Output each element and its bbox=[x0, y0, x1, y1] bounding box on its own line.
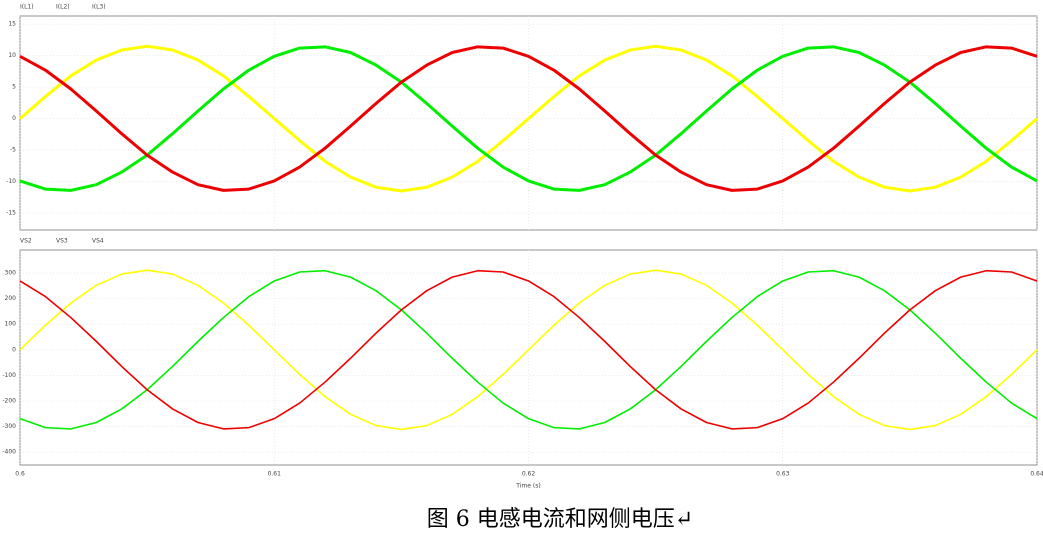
y-tick-label: 300 bbox=[5, 270, 17, 277]
data-line bbox=[19, 44, 1038, 193]
y-tick-label: 200 bbox=[5, 295, 17, 302]
data-line bbox=[19, 45, 1038, 192]
y-tick-label: 0 bbox=[12, 346, 16, 353]
legend-label: I(L1) bbox=[20, 4, 34, 11]
x-tick-label: 0.62 bbox=[522, 471, 536, 478]
x-tick-label: 0.64 bbox=[1030, 471, 1043, 478]
x-tick-label: 0.61 bbox=[268, 471, 282, 478]
x-axis-label: Time (s) bbox=[515, 483, 540, 490]
data-line bbox=[19, 269, 1038, 430]
y-tick-label: -300 bbox=[2, 423, 16, 430]
x-tick-label: 0.6 bbox=[15, 471, 25, 478]
x-tick-label: 0.63 bbox=[776, 471, 790, 478]
y-tick-label: 5 bbox=[12, 84, 16, 91]
y-tick-label: 100 bbox=[5, 321, 17, 328]
y-tick-label: -100 bbox=[2, 372, 16, 379]
y-tick-label: 15 bbox=[8, 21, 16, 28]
legend-label: VS3 bbox=[56, 238, 68, 245]
legend-label: VS4 bbox=[92, 238, 104, 245]
y-tick-label: 10 bbox=[8, 52, 16, 59]
y-tick-label: -5 bbox=[10, 147, 16, 154]
data-line bbox=[19, 45, 1038, 192]
y-tick-label: -400 bbox=[2, 449, 16, 456]
y-tick-label: 0 bbox=[12, 115, 16, 122]
legend-label: VS2 bbox=[20, 238, 32, 245]
y-tick-label: -15 bbox=[6, 210, 16, 217]
caption: 图 6 电感电流和网侧电压↵ bbox=[427, 507, 693, 532]
y-tick-label: -200 bbox=[2, 398, 16, 405]
legend-label: I(L2) bbox=[56, 4, 70, 11]
legend-label: I(L3) bbox=[92, 4, 106, 11]
data-line bbox=[19, 269, 1038, 430]
data-line bbox=[19, 269, 1038, 431]
y-tick-label: -10 bbox=[6, 178, 16, 185]
